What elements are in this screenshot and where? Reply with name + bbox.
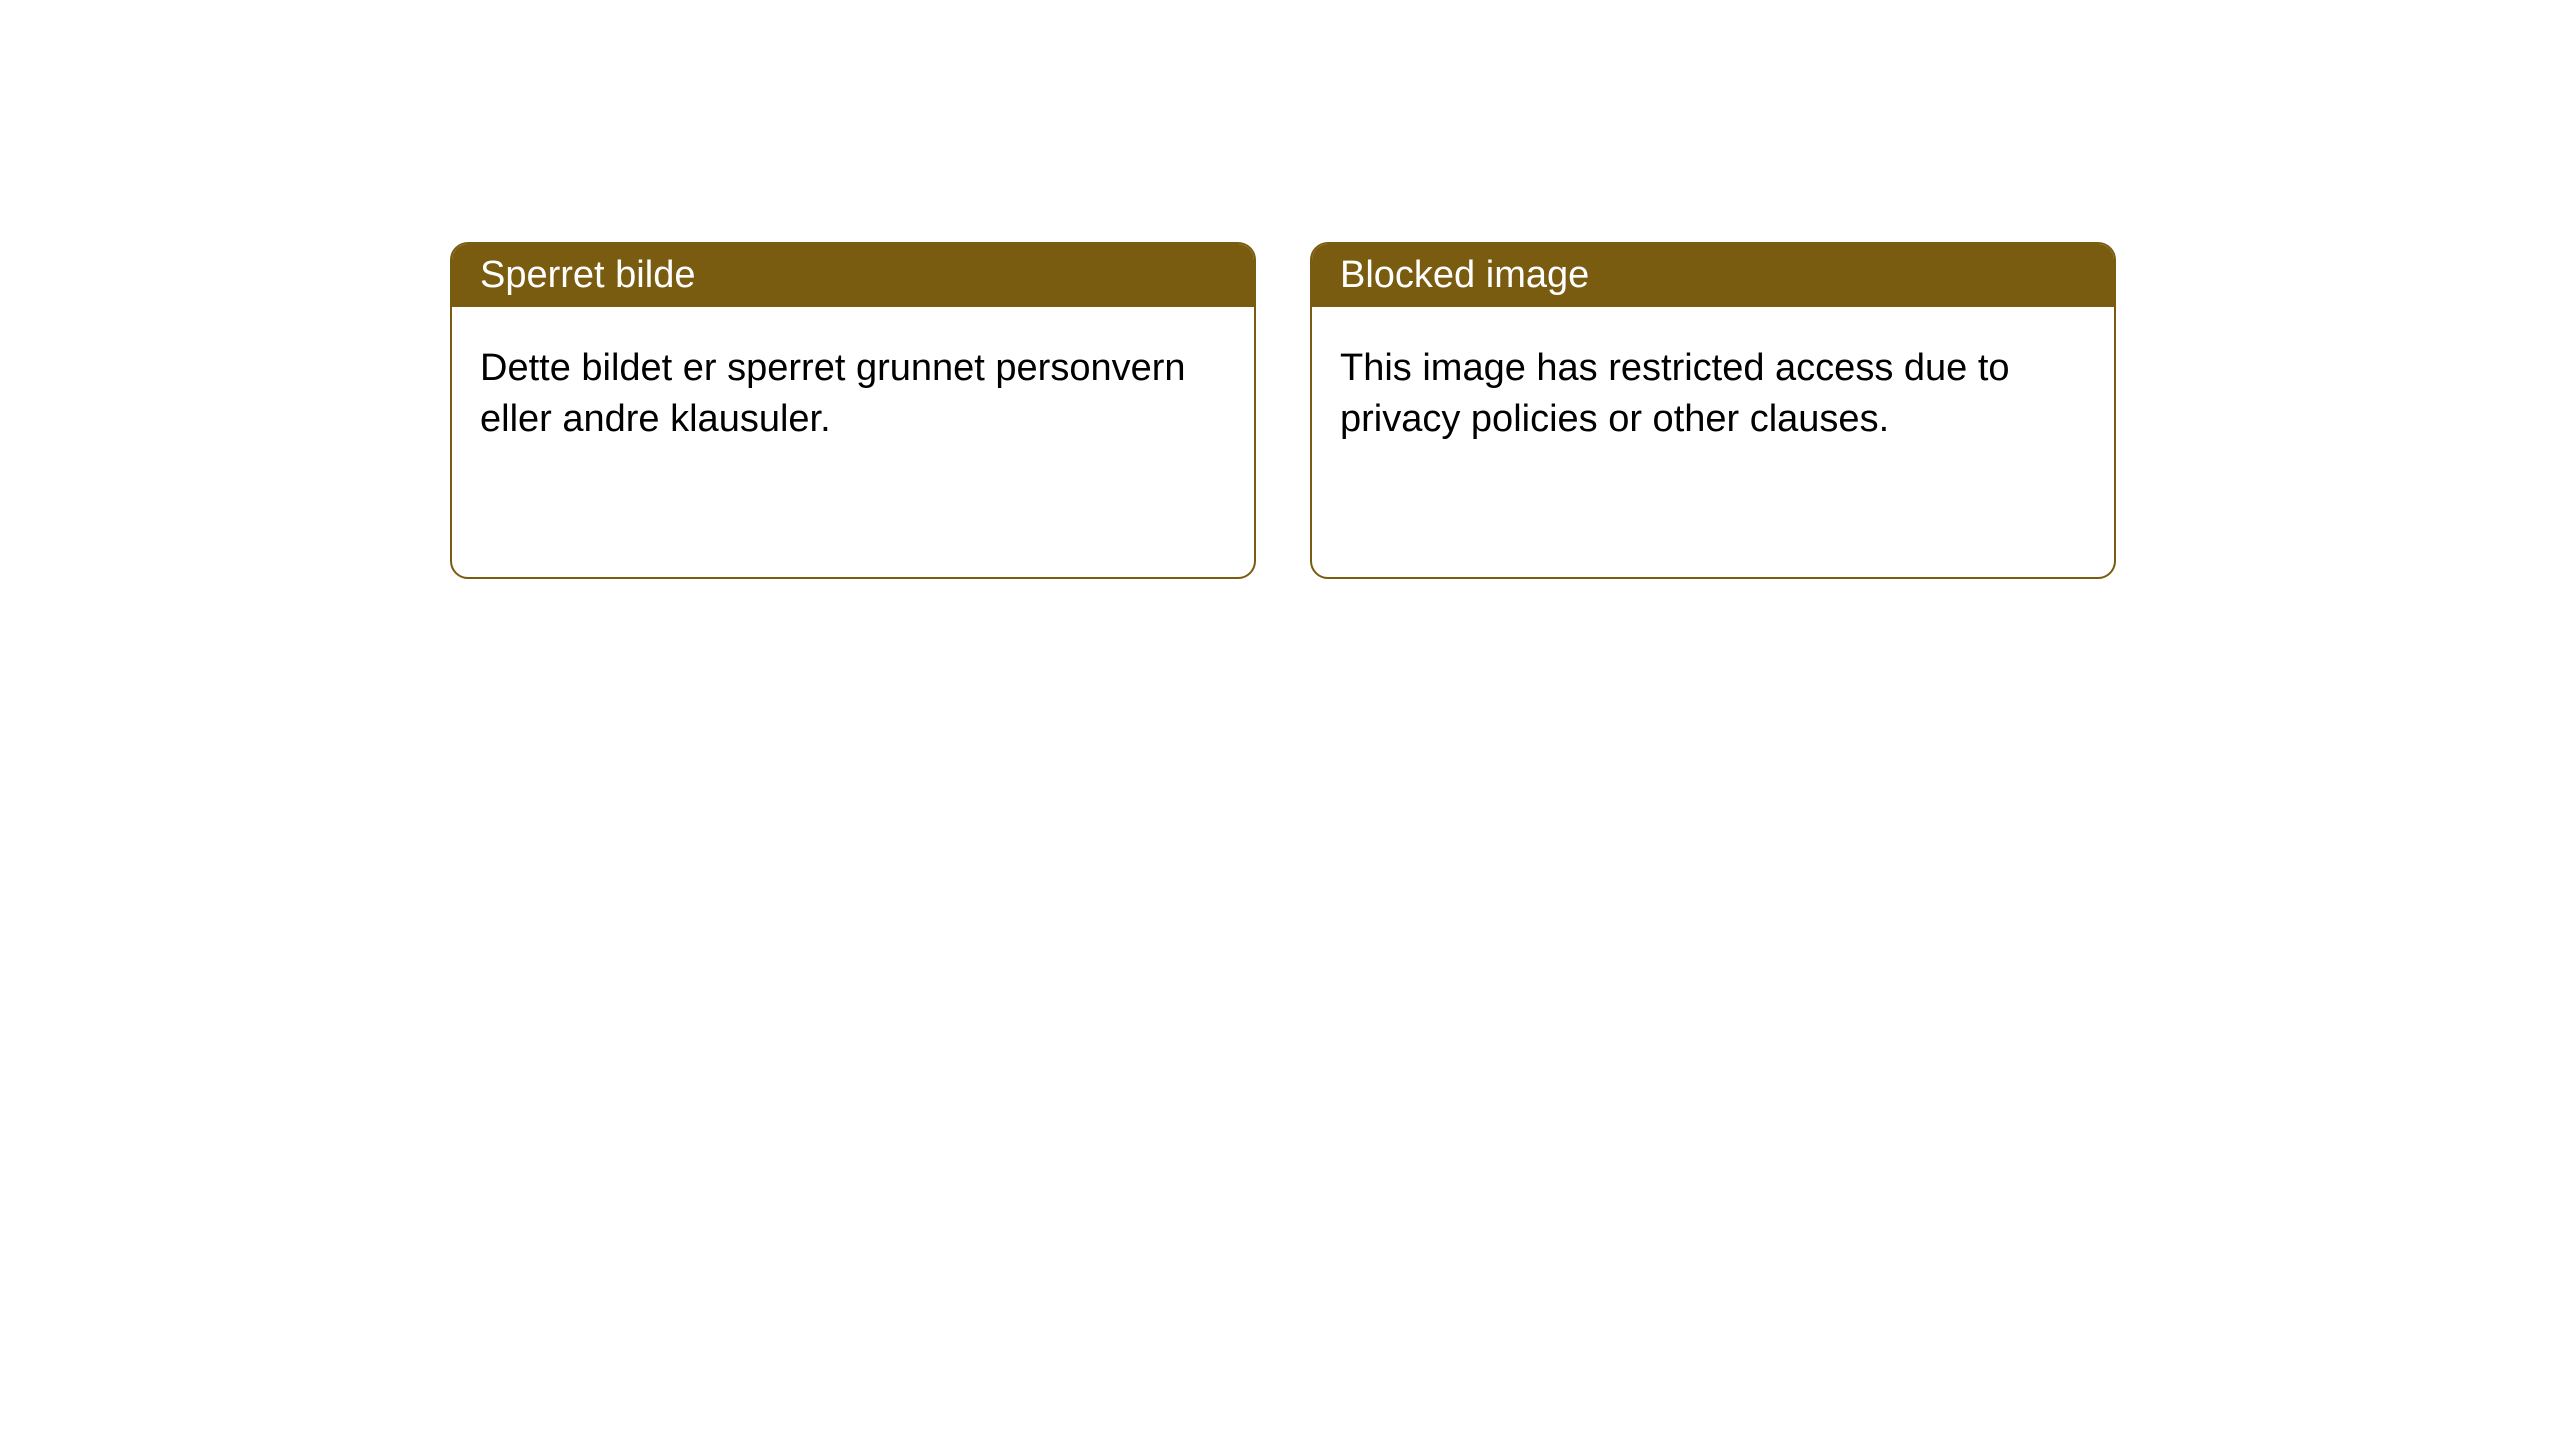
card-header: Sperret bilde (452, 244, 1254, 307)
card-body: Dette bildet er sperret grunnet personve… (452, 307, 1254, 577)
card-body-text: Dette bildet er sperret grunnet personve… (480, 347, 1186, 440)
notice-card-norwegian: Sperret bilde Dette bildet er sperret gr… (450, 242, 1256, 579)
notice-cards-container: Sperret bilde Dette bildet er sperret gr… (0, 0, 2560, 579)
notice-card-english: Blocked image This image has restricted … (1310, 242, 2116, 579)
card-title: Blocked image (1340, 254, 1589, 296)
card-body: This image has restricted access due to … (1312, 307, 2114, 577)
card-body-text: This image has restricted access due to … (1340, 347, 2010, 440)
card-title: Sperret bilde (480, 254, 695, 296)
card-header: Blocked image (1312, 244, 2114, 307)
